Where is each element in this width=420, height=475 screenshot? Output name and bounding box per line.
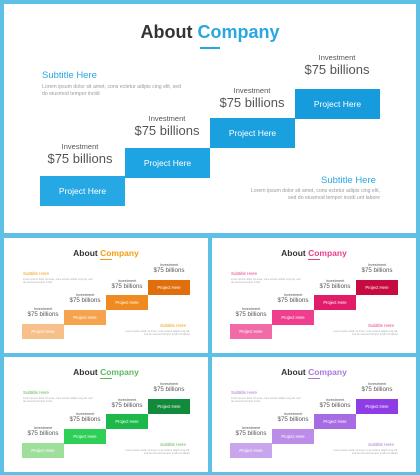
thumb-title: About Company xyxy=(4,248,208,258)
thumb-subtitle-left: Subtitle Here xyxy=(231,271,258,276)
thumb-step-2[interactable]: Project Here xyxy=(64,310,106,325)
step-1[interactable]: Project Here xyxy=(40,176,125,206)
thumb-title: About Company xyxy=(212,367,416,377)
thumb-lorem-right: Lorem ipsum dolor sit amet, cons ectetur… xyxy=(125,330,190,337)
thumb-title-accent: Company xyxy=(308,248,347,258)
thumb-title: About Company xyxy=(212,248,416,258)
thumb-investment-2: Investment $75 billions xyxy=(69,293,101,304)
page-title: About Company xyxy=(4,22,416,43)
thumb-step-3[interactable]: Project Here xyxy=(106,414,148,429)
thumb-subtitle-left: Subtitle Here xyxy=(23,271,50,276)
thumb-step-3[interactable]: Project Here xyxy=(106,295,148,310)
thumb-step-2[interactable]: Project Here xyxy=(64,429,106,444)
thumb-subtitle-left: Subtitle Here xyxy=(23,390,50,395)
thumbnail-green[interactable]: About Company Subtitle Here Lorem ipsum do… xyxy=(4,357,208,472)
thumb-underline xyxy=(308,259,320,260)
thumb-investment-1: Investment $75 billions xyxy=(235,307,267,318)
thumb-title: About Company xyxy=(4,367,208,377)
thumb-underline xyxy=(100,378,112,379)
thumb-step-4[interactable]: Project Here xyxy=(356,280,398,295)
thumbnail-purple[interactable]: About Company Subtitle Here Lorem ipsum do… xyxy=(212,357,416,472)
thumb-investment-1: Investment $75 billions xyxy=(235,426,267,437)
thumb-subtitle-right: Subtitle Here xyxy=(368,442,395,447)
thumb-lorem-left: Lorem ipsum dolor sit amet, cons ectetur… xyxy=(231,397,301,404)
thumb-underline xyxy=(308,378,320,379)
title-plain: About xyxy=(140,22,193,42)
thumb-title-plain: About xyxy=(281,248,309,258)
thumb-step-3[interactable]: Project Here xyxy=(314,414,356,429)
lorem-left: Lorem ipsum dolor sit amet, cons ectetur… xyxy=(42,84,181,97)
thumb-step-4[interactable]: Project Here xyxy=(356,399,398,414)
title-underline xyxy=(200,47,220,49)
thumb-step-3[interactable]: Project Here xyxy=(314,295,356,310)
thumb-investment-2: Investment $75 billions xyxy=(277,412,309,423)
thumb-step-1[interactable]: Project Here xyxy=(230,443,272,458)
thumb-title-accent: Company xyxy=(100,248,139,258)
thumb-investment-1: Investment $75 billions xyxy=(27,426,59,437)
thumb-lorem-right: Lorem ipsum dolor sit amet, cons ectetur… xyxy=(333,330,398,337)
thumb-title-accent: Company xyxy=(100,367,139,377)
thumb-underline xyxy=(100,259,112,260)
subtitle-right: Subtitle Here xyxy=(321,175,376,186)
thumb-subtitle-right: Subtitle Here xyxy=(160,442,187,447)
thumb-investment-1: Investment $75 billions xyxy=(27,307,59,318)
thumb-lorem-right: Lorem ipsum dolor sit amet, cons ectetur… xyxy=(125,449,190,456)
thumb-lorem-left: Lorem ipsum dolor sit amet, cons ectetur… xyxy=(23,397,93,404)
thumb-step-4[interactable]: Project Here xyxy=(148,399,190,414)
main-slide[interactable]: About Company Subtitle Here Lorem ipsum … xyxy=(4,4,416,233)
thumb-investment-3: Investment $75 billions xyxy=(319,398,351,409)
thumb-step-1[interactable]: Project Here xyxy=(230,324,272,339)
thumb-step-1[interactable]: Project Here xyxy=(22,324,64,339)
step-3[interactable]: Project Here xyxy=(210,118,295,148)
thumb-step-1[interactable]: Project Here xyxy=(22,443,64,458)
thumb-step-4[interactable]: Project Here xyxy=(148,280,190,295)
thumb-investment-4: Investment $75 billions xyxy=(153,263,185,274)
step-2[interactable]: Project Here xyxy=(125,148,210,178)
investment-1: Investment $75 billions xyxy=(47,142,113,166)
thumb-investment-4: Investment $75 billions xyxy=(153,382,185,393)
thumb-title-accent: Company xyxy=(308,367,347,377)
thumbnail-orange[interactable]: About Company Subtitle Here Lorem ipsum do… xyxy=(4,238,208,353)
thumb-subtitle-right: Subtitle Here xyxy=(368,323,395,328)
thumb-title-plain: About xyxy=(73,367,101,377)
thumb-investment-3: Investment $75 billions xyxy=(319,279,351,290)
thumbnail-pink[interactable]: About Company Subtitle Here Lorem ipsum do… xyxy=(212,238,416,353)
step-4[interactable]: Project Here xyxy=(295,89,380,119)
thumb-subtitle-right: Subtitle Here xyxy=(160,323,187,328)
thumb-lorem-left: Lorem ipsum dolor sit amet, cons ectetur… xyxy=(23,278,93,285)
thumb-step-2[interactable]: Project Here xyxy=(272,429,314,444)
title-accent: Company xyxy=(197,22,280,42)
thumb-investment-3: Investment $75 billions xyxy=(111,398,143,409)
thumb-investment-4: Investment $75 billions xyxy=(361,263,393,274)
thumb-investment-2: Investment $75 billions xyxy=(69,412,101,423)
thumb-step-2[interactable]: Project Here xyxy=(272,310,314,325)
thumb-title-plain: About xyxy=(281,367,309,377)
thumb-investment-4: Investment $75 billions xyxy=(361,382,393,393)
thumb-investment-3: Investment $75 billions xyxy=(111,279,143,290)
thumb-lorem-right: Lorem ipsum dolor sit amet, cons ectetur… xyxy=(333,449,398,456)
thumb-investment-2: Investment $75 billions xyxy=(277,293,309,304)
investment-2: Investment $75 billions xyxy=(134,114,200,138)
investment-3: Investment $75 billions xyxy=(219,86,285,110)
thumb-lorem-left: Lorem ipsum dolor sit amet, cons ectetur… xyxy=(231,278,301,285)
subtitle-left: Subtitle Here xyxy=(42,70,97,81)
lorem-right: Lorem ipsum dolor sit amet, cons ectetur… xyxy=(250,188,380,201)
investment-4: Investment $75 billions xyxy=(304,53,370,77)
thumb-title-plain: About xyxy=(73,248,101,258)
thumb-subtitle-left: Subtitle Here xyxy=(231,390,258,395)
